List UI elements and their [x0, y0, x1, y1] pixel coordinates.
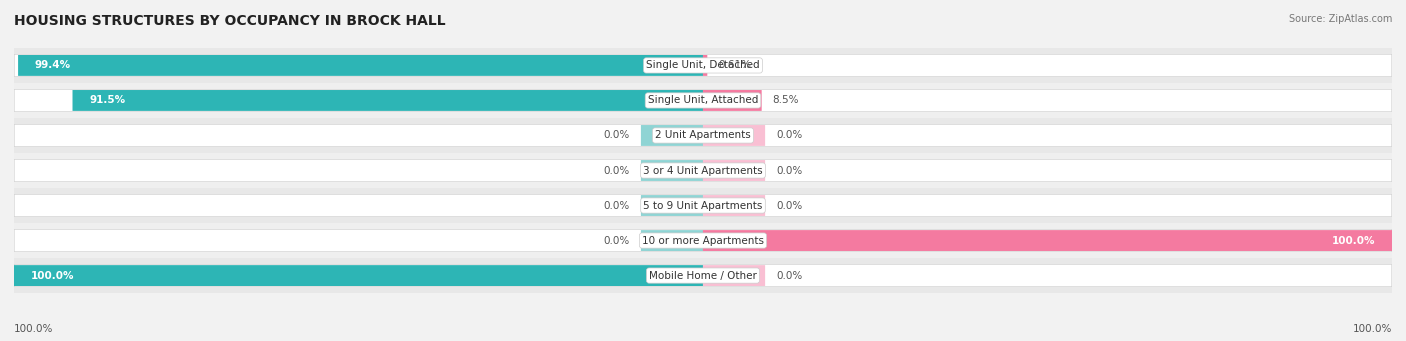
Text: Source: ZipAtlas.com: Source: ZipAtlas.com — [1288, 14, 1392, 24]
Text: 99.4%: 99.4% — [35, 60, 70, 71]
Text: 91.5%: 91.5% — [89, 95, 125, 105]
Text: 100.0%: 100.0% — [31, 270, 75, 281]
Text: Single Unit, Attached: Single Unit, Attached — [648, 95, 758, 105]
Bar — [14, 153, 1392, 188]
FancyBboxPatch shape — [703, 195, 765, 216]
Text: 2 Unit Apartments: 2 Unit Apartments — [655, 131, 751, 140]
FancyBboxPatch shape — [14, 124, 1392, 147]
Bar — [14, 223, 1392, 258]
Text: 0.0%: 0.0% — [776, 201, 803, 210]
Text: HOUSING STRUCTURES BY OCCUPANCY IN BROCK HALL: HOUSING STRUCTURES BY OCCUPANCY IN BROCK… — [14, 14, 446, 28]
Bar — [14, 83, 1392, 118]
FancyBboxPatch shape — [641, 125, 703, 146]
Text: Mobile Home / Other: Mobile Home / Other — [650, 270, 756, 281]
FancyBboxPatch shape — [703, 90, 762, 111]
FancyBboxPatch shape — [703, 230, 1392, 251]
Text: 100.0%: 100.0% — [14, 324, 53, 334]
Text: 3 or 4 Unit Apartments: 3 or 4 Unit Apartments — [643, 165, 763, 176]
Text: 100.0%: 100.0% — [1353, 324, 1392, 334]
FancyBboxPatch shape — [14, 265, 703, 286]
Text: 8.5%: 8.5% — [772, 95, 799, 105]
FancyBboxPatch shape — [703, 125, 765, 146]
Bar — [14, 188, 1392, 223]
Text: 0.0%: 0.0% — [603, 236, 630, 246]
Text: 0.61%: 0.61% — [718, 60, 751, 71]
Text: 0.0%: 0.0% — [776, 165, 803, 176]
Text: Single Unit, Detached: Single Unit, Detached — [647, 60, 759, 71]
Text: 0.0%: 0.0% — [776, 270, 803, 281]
FancyBboxPatch shape — [641, 230, 703, 251]
Text: 0.0%: 0.0% — [603, 165, 630, 176]
FancyBboxPatch shape — [18, 55, 703, 76]
FancyBboxPatch shape — [14, 159, 1392, 182]
Bar — [14, 258, 1392, 293]
FancyBboxPatch shape — [14, 264, 1392, 287]
FancyBboxPatch shape — [703, 160, 765, 181]
FancyBboxPatch shape — [14, 89, 1392, 112]
Text: 10 or more Apartments: 10 or more Apartments — [643, 236, 763, 246]
FancyBboxPatch shape — [73, 90, 703, 111]
FancyBboxPatch shape — [14, 229, 1392, 252]
FancyBboxPatch shape — [14, 54, 1392, 77]
FancyBboxPatch shape — [703, 265, 765, 286]
Bar — [14, 118, 1392, 153]
FancyBboxPatch shape — [641, 160, 703, 181]
FancyBboxPatch shape — [14, 194, 1392, 217]
Text: 0.0%: 0.0% — [603, 201, 630, 210]
Text: 100.0%: 100.0% — [1331, 236, 1375, 246]
Text: 0.0%: 0.0% — [776, 131, 803, 140]
Text: 0.0%: 0.0% — [603, 131, 630, 140]
FancyBboxPatch shape — [703, 55, 707, 76]
FancyBboxPatch shape — [641, 195, 703, 216]
Text: 5 to 9 Unit Apartments: 5 to 9 Unit Apartments — [644, 201, 762, 210]
Bar — [14, 48, 1392, 83]
